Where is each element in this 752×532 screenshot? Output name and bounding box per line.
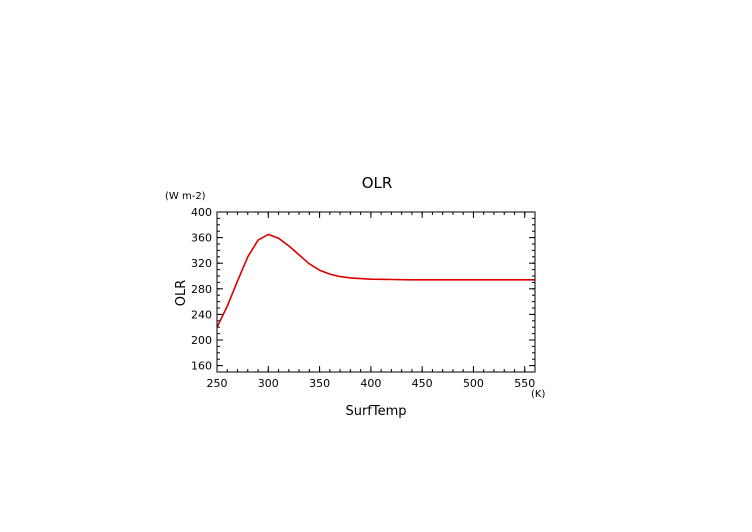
x-tick-label: 400 [360,377,381,390]
x-tick-label: 250 [207,377,228,390]
x-tick-label: 500 [463,377,484,390]
olr-series-line [216,233,535,328]
y-tick-label: 200 [191,334,212,347]
y-unit-label: (W m-2) [165,191,206,202]
plot-frame [216,211,536,373]
x-tick-label: 550 [514,377,535,390]
y-tick-label: 280 [191,283,212,296]
y-tick-label: 240 [191,308,212,321]
axis-tick-labels: 250 300 350 400 450 500 550 160 200 240 280 320 360 4… [191,206,535,390]
y-tick-label: 320 [191,257,212,270]
x-unit-label: (K) [531,389,545,400]
data-series [216,233,535,328]
y-tick-label: 360 [191,232,212,245]
y-tick-label: 400 [191,206,212,219]
y-axis-title: OLR [174,280,189,307]
x-tick-label: 450 [412,377,433,390]
y-tick-label: 160 [191,360,212,373]
x-tick-label: 300 [258,377,279,390]
x-tick-label: 350 [309,377,330,390]
chart-title: OLR [362,174,393,192]
x-axis-title: SurfTemp [345,404,406,419]
